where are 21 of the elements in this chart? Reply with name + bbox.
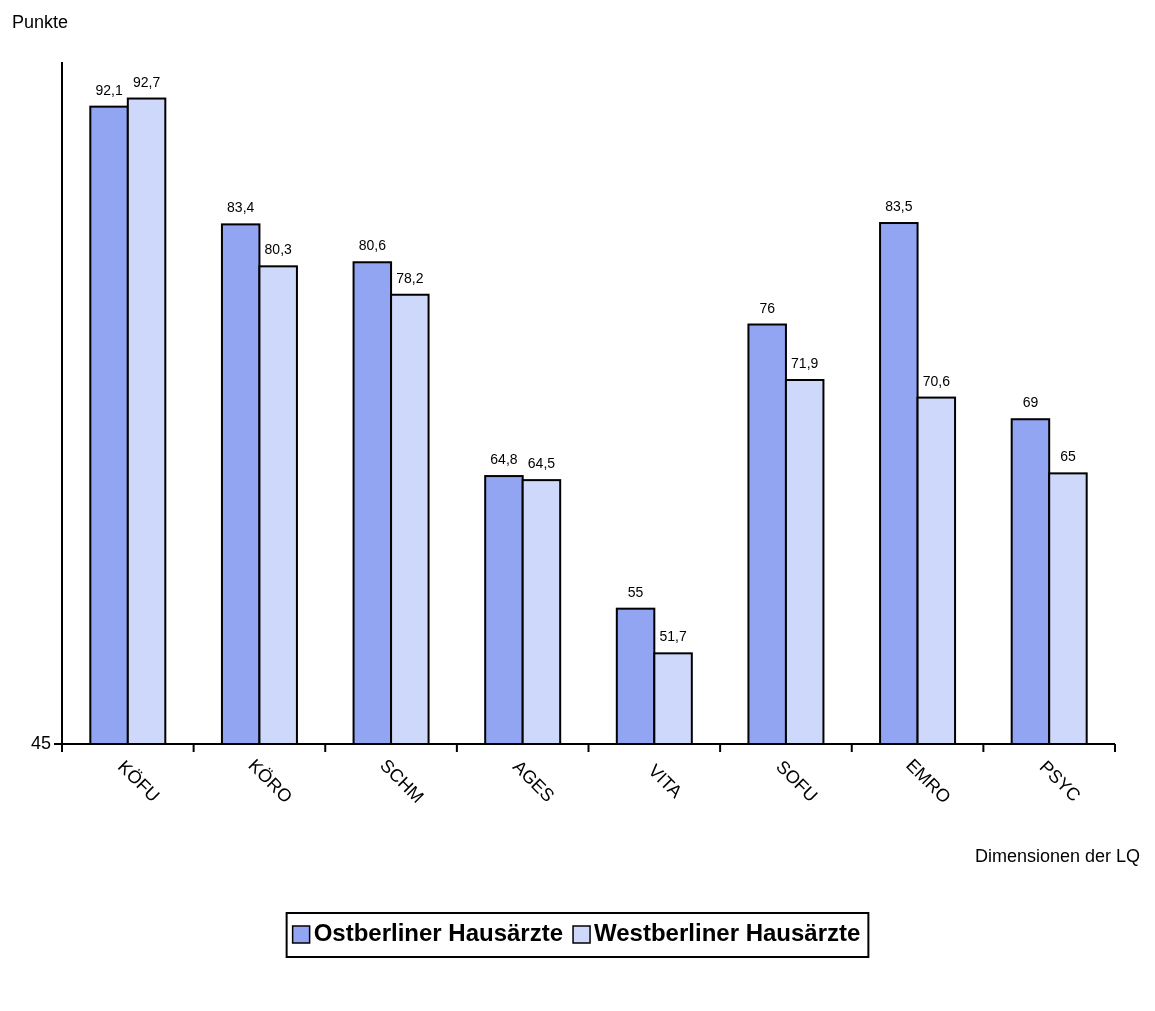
data-label: 92,7	[132, 73, 161, 90]
data-label: 83,5	[885, 198, 913, 215]
x-axis-title: Dimensionen der LQ	[974, 846, 1140, 866]
data-label: 51,7	[659, 628, 687, 645]
y-axis-title: Punkte	[12, 12, 69, 32]
data-label: 64,8	[490, 451, 518, 468]
data-label: 71,9	[791, 355, 819, 371]
legend-label: Ostberliner Hausärzte	[313, 919, 564, 947]
text: 45	[30, 732, 51, 753]
data-label: 92,1	[95, 81, 123, 98]
data-label: 69	[1022, 394, 1039, 411]
data-label: 80,6	[358, 237, 387, 254]
legend-label: Westberliner Hausärzte	[594, 919, 861, 947]
data-label: 64,5	[527, 455, 556, 472]
data-label: 76	[759, 299, 776, 316]
data-label: 80,3	[264, 241, 293, 258]
data-label: 83,4	[227, 199, 255, 216]
data-label: 55	[627, 583, 644, 600]
data-label: 65	[1060, 448, 1076, 465]
data-label: 70,6	[922, 372, 951, 389]
data-label: 78,2	[396, 269, 424, 286]
